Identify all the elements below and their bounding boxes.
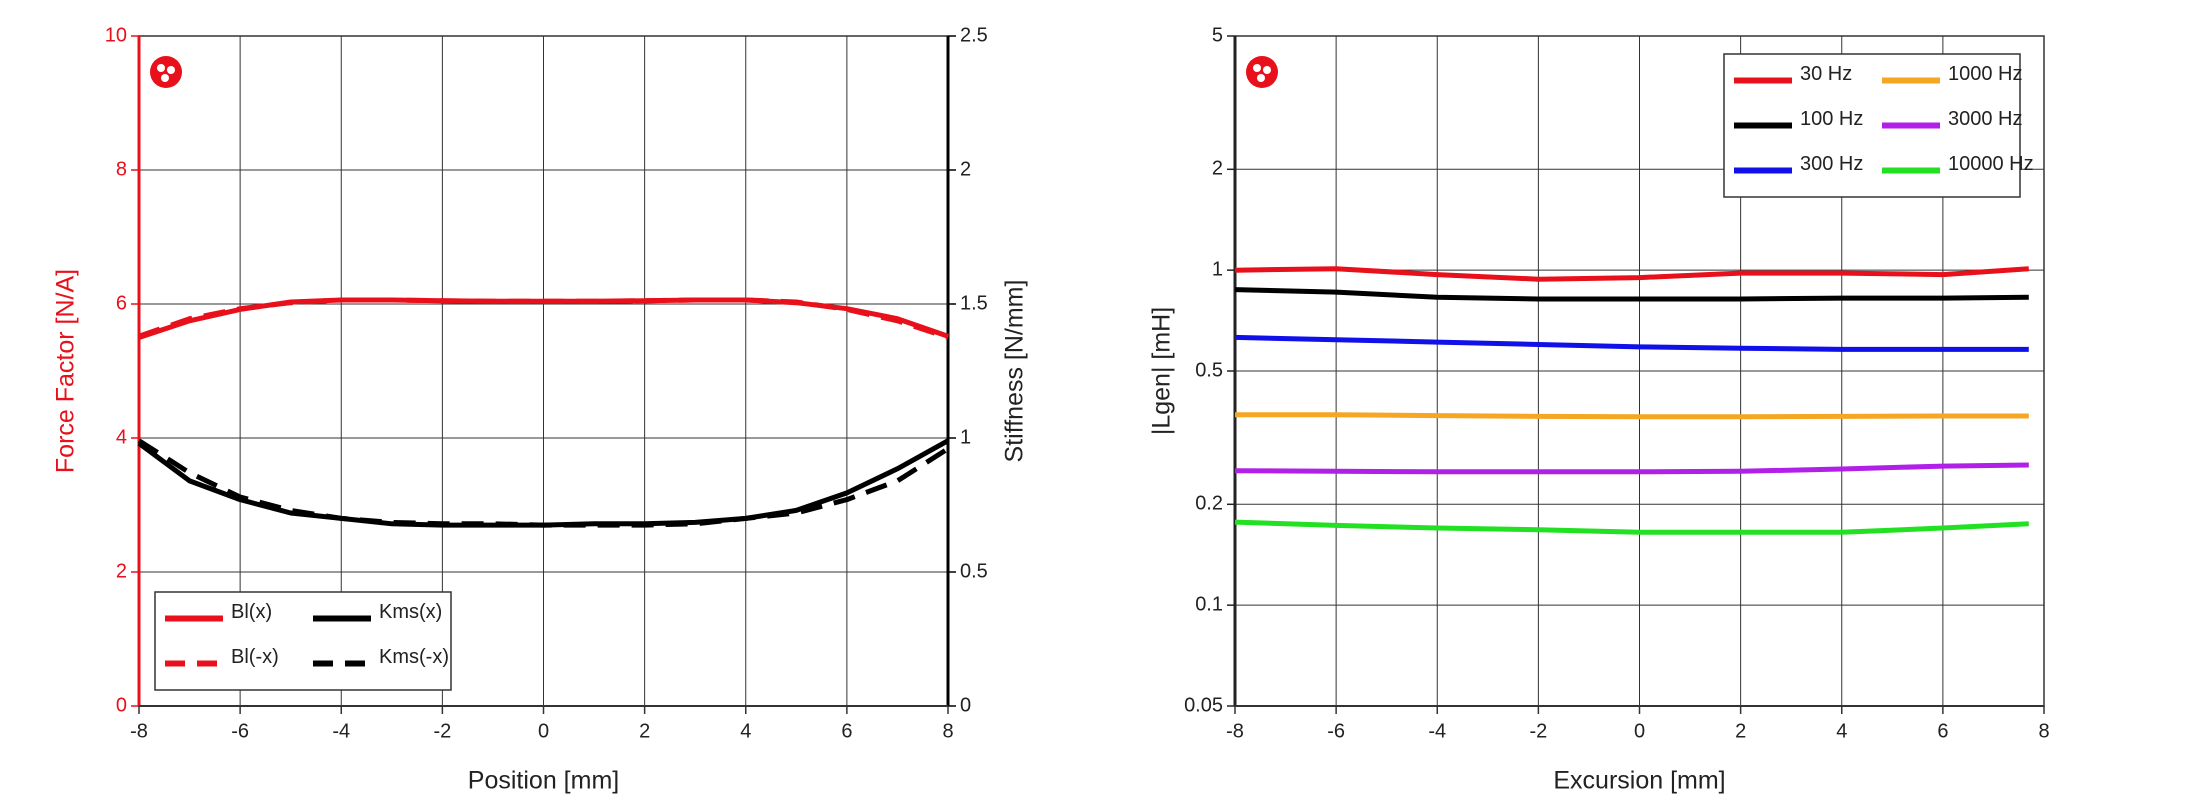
- legend-label: 3000 Hz: [1948, 108, 2023, 130]
- y-tick-label: 4: [116, 426, 127, 448]
- series-line: [1235, 412, 2029, 420]
- legend-label: Kms(x): [379, 601, 442, 623]
- x-tick-label: -4: [1428, 720, 1446, 742]
- x-tick-label: -6: [1327, 720, 1345, 742]
- x-tick-label: 6: [1937, 720, 1948, 742]
- x-axis-label: Excursion [mm]: [1553, 767, 1725, 795]
- legend-box: [154, 591, 452, 691]
- series-line: [138, 297, 949, 340]
- legend-label: Kms(-x): [379, 646, 449, 668]
- y2-tick-label: 0.5: [960, 560, 988, 582]
- y2-axis-label: Stiffness [N/mm]: [1001, 280, 1029, 463]
- y2-tick-label: 1: [960, 426, 971, 448]
- y-tick-label: 0.1: [1195, 593, 1223, 615]
- x-tick-label: 2: [639, 720, 650, 742]
- y2-tick-label: 1.5: [960, 292, 988, 314]
- legend-label: 300 Hz: [1800, 153, 1863, 175]
- y-tick-label: 0.05: [1184, 694, 1223, 716]
- x-tick-label: 6: [841, 720, 852, 742]
- y2-tick-label: 2: [960, 158, 971, 180]
- logo: [150, 56, 182, 88]
- y-axis-label: |Lgen| [mH]: [1148, 307, 1176, 435]
- series-line: [137, 438, 950, 528]
- x-tick-label: 4: [740, 720, 751, 742]
- legend-label: Bl(x): [231, 601, 272, 623]
- y-tick-label: 0: [116, 694, 127, 716]
- legend-label: 1000 Hz: [1948, 63, 2023, 85]
- y-tick-label: 5: [1212, 24, 1223, 46]
- y-tick-label: 0.2: [1195, 493, 1223, 515]
- x-tick-label: -2: [1529, 720, 1547, 742]
- y-tick-label: 8: [116, 158, 127, 180]
- series-line: [1234, 266, 2029, 282]
- x-tick-label: -8: [1226, 720, 1244, 742]
- x-tick-label: -8: [130, 720, 148, 742]
- legend-label: 30 Hz: [1800, 63, 1852, 85]
- series-line: [1234, 519, 2029, 535]
- x-tick-label: 2: [1735, 720, 1746, 742]
- x-tick-label: -2: [433, 720, 451, 742]
- y2-tick-label: 2.5: [960, 24, 988, 46]
- legend-label: 100 Hz: [1800, 108, 1863, 130]
- x-tick-label: -6: [231, 720, 249, 742]
- y-tick-label: 10: [105, 24, 127, 46]
- x-tick-label: 4: [1836, 720, 1847, 742]
- y-tick-label: 1: [1212, 258, 1223, 280]
- x-tick-label: 8: [942, 720, 953, 742]
- x-tick-label: 0: [538, 720, 549, 742]
- logo: [1246, 56, 1278, 88]
- y2-tick-label: 0: [960, 694, 971, 716]
- series-line: [1234, 287, 2029, 302]
- legend-label: 10000 Hz: [1948, 153, 2034, 175]
- series-line: [1234, 462, 2029, 475]
- y-tick-label: 2: [1212, 158, 1223, 180]
- x-tick-label: 8: [2038, 720, 2049, 742]
- y-tick-label: 0.5: [1195, 359, 1223, 381]
- x-axis-label: Position [mm]: [468, 767, 619, 795]
- y-tick-label: 6: [116, 292, 127, 314]
- y-axis-label: Force Factor [N/A]: [52, 269, 80, 473]
- series-line: [1234, 334, 2029, 352]
- y-tick-label: 2: [116, 560, 127, 582]
- x-tick-label: 0: [1634, 720, 1645, 742]
- x-tick-label: -4: [332, 720, 350, 742]
- legend-label: Bl(-x): [231, 646, 279, 668]
